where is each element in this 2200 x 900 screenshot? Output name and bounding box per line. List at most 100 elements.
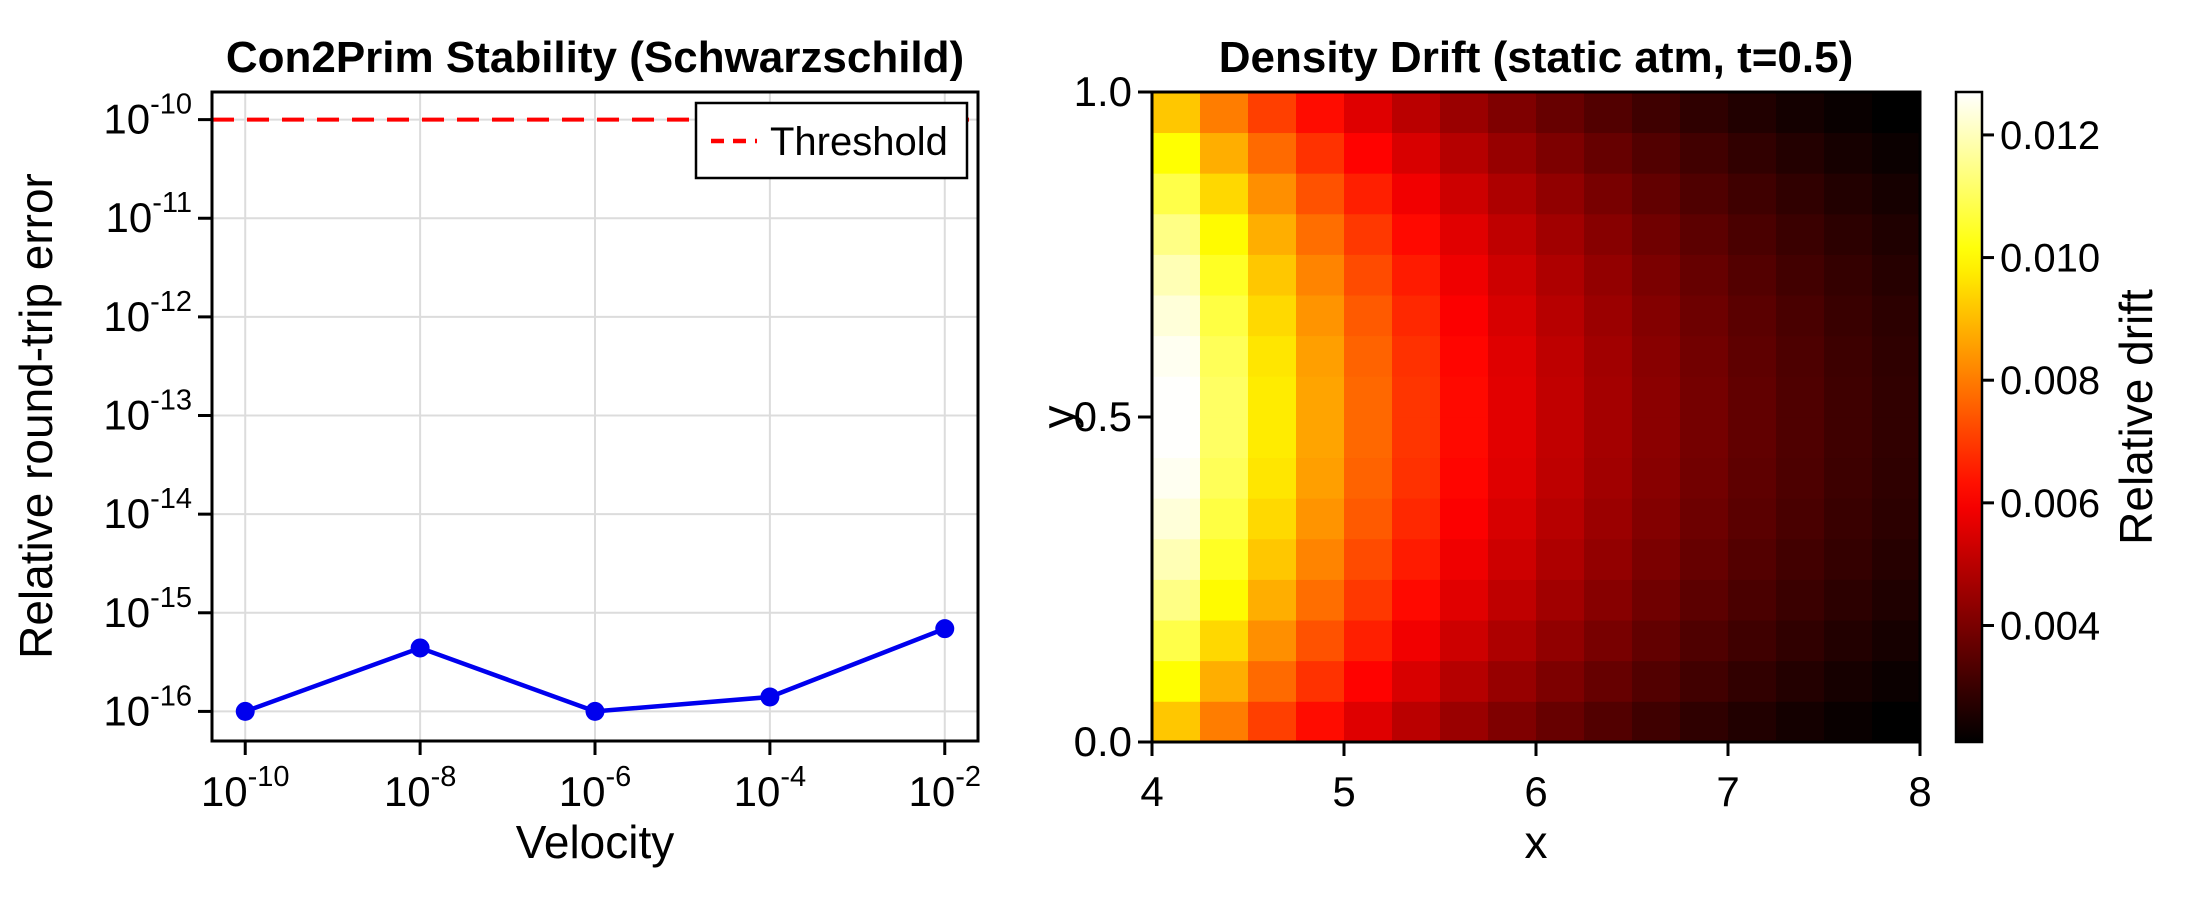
heatmap-cell <box>1728 295 1777 337</box>
heatmap-cell <box>1536 92 1585 134</box>
colorbar-label: Relative drift <box>2110 289 2162 545</box>
heatmap-cell <box>1200 579 1249 621</box>
heatmap-cells <box>1152 92 1921 743</box>
heatmap-cell <box>1776 254 1825 296</box>
heatmap-cell <box>1392 92 1441 134</box>
heatmap-cell <box>1680 701 1729 743</box>
heatmap-cell <box>1392 538 1441 580</box>
heatmap-cell <box>1632 92 1681 134</box>
heatmap-cell <box>1488 538 1537 580</box>
heatmap-cell <box>1584 660 1633 702</box>
heatmap-cell <box>1344 132 1393 174</box>
left-plot-xlabel: Velocity <box>516 816 675 868</box>
heatmap-cell <box>1248 417 1297 459</box>
heatmap-cell <box>1200 620 1249 662</box>
heatmap-cell <box>1152 213 1201 255</box>
heatmap-cell <box>1392 701 1441 743</box>
heatmap-cell <box>1584 335 1633 377</box>
colorbar-tick-label: 0.004 <box>2000 604 2100 648</box>
tick-label: 5 <box>1332 768 1355 815</box>
heatmap-cell <box>1584 295 1633 337</box>
heatmap-cell <box>1296 295 1345 337</box>
heatmap-cell <box>1248 295 1297 337</box>
left-plot-ylabel: Relative round-trip error <box>10 173 62 659</box>
heatmap-cell <box>1536 173 1585 215</box>
legend: Threshold <box>694 101 969 180</box>
heatmap-cell <box>1440 213 1489 255</box>
colorbar-tick-label: 0.010 <box>2000 237 2100 281</box>
heatmap-cell <box>1392 457 1441 499</box>
data-point-marker <box>585 701 605 721</box>
heatmap-cell <box>1392 498 1441 540</box>
heatmap-cell <box>1776 457 1825 499</box>
heatmap-cell <box>1296 173 1345 215</box>
heatmap-cell <box>1248 457 1297 499</box>
heatmap-cell <box>1728 579 1777 621</box>
heatmap-cell <box>1728 538 1777 580</box>
heatmap-cell <box>1344 498 1393 540</box>
heatmap-cell <box>1776 579 1825 621</box>
tick-label: 10-2 <box>909 761 982 815</box>
heatmap-cell <box>1680 498 1729 540</box>
heatmap-cell <box>1344 254 1393 296</box>
legend-label: Threshold <box>770 120 948 164</box>
heatmap-cell <box>1872 417 1921 459</box>
data-point-marker <box>235 701 255 721</box>
heatmap-cell <box>1248 620 1297 662</box>
heatmap-cell <box>1728 335 1777 377</box>
heatmap-cell <box>1248 376 1297 418</box>
heatmap-cell <box>1584 620 1633 662</box>
heatmap-cell <box>1632 457 1681 499</box>
heatmap-cell <box>1536 498 1585 540</box>
heatmap-cell <box>1392 579 1441 621</box>
heatmap-cell <box>1536 335 1585 377</box>
heatmap-cell <box>1344 538 1393 580</box>
heatmap-cell <box>1872 579 1921 621</box>
heatmap-cell <box>1680 213 1729 255</box>
heatmap-cell <box>1632 173 1681 215</box>
heatmap-cell <box>1200 132 1249 174</box>
heatmap-cell <box>1872 92 1921 134</box>
heatmap-cell <box>1776 701 1825 743</box>
heatmap-cell <box>1632 335 1681 377</box>
heatmap-cell <box>1296 457 1345 499</box>
heatmap-cell <box>1392 295 1441 337</box>
heatmap-cell <box>1296 620 1345 662</box>
heatmap-cell <box>1200 213 1249 255</box>
heatmap-cell <box>1248 660 1297 702</box>
heatmap-cell <box>1536 295 1585 337</box>
heatmap-ylabel: y <box>1032 406 1084 429</box>
heatmap-cell <box>1824 417 1873 459</box>
heatmap-cell <box>1488 254 1537 296</box>
heatmap-cell <box>1632 701 1681 743</box>
heatmap-cell <box>1200 376 1249 418</box>
heatmap-cell <box>1152 92 1201 134</box>
heatmap-cell <box>1488 376 1537 418</box>
heatmap-cell <box>1344 173 1393 215</box>
tick-label: 10-12 <box>103 286 192 340</box>
heatmap-cell <box>1296 132 1345 174</box>
heatmap-cell <box>1296 92 1345 134</box>
heatmap-cell <box>1488 213 1537 255</box>
tick-label: 6 <box>1524 768 1547 815</box>
heatmap-cell <box>1536 660 1585 702</box>
heatmap-cell <box>1776 538 1825 580</box>
heatmap-cell <box>1680 254 1729 296</box>
colorbar-tick-label: 0.012 <box>2000 114 2100 158</box>
heatmap-cell <box>1296 376 1345 418</box>
heatmap-cell <box>1200 295 1249 337</box>
heatmap-cell <box>1632 538 1681 580</box>
heatmap-cell <box>1824 254 1873 296</box>
heatmap-cell <box>1776 417 1825 459</box>
heatmap-cell <box>1632 660 1681 702</box>
heatmap-cell <box>1344 295 1393 337</box>
heatmap-cell <box>1680 538 1729 580</box>
heatmap-cell <box>1488 295 1537 337</box>
heatmap-cell <box>1248 579 1297 621</box>
heatmap-cell <box>1584 376 1633 418</box>
heatmap-cell <box>1344 376 1393 418</box>
heatmap-cell <box>1488 92 1537 134</box>
heatmap-cell <box>1872 660 1921 702</box>
heatmap-cell <box>1824 132 1873 174</box>
